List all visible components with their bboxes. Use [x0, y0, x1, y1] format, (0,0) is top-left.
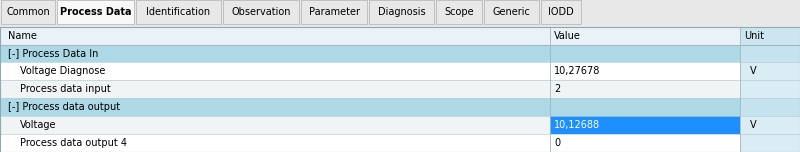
Text: 10,27678: 10,27678: [554, 66, 601, 76]
Bar: [740, 98, 800, 116]
Bar: [436, 0, 482, 24]
Bar: [301, 0, 367, 24]
Bar: [57, 0, 134, 24]
Bar: [0, 62, 550, 80]
Text: 2: 2: [554, 84, 561, 94]
Text: Scope: Scope: [444, 7, 474, 17]
Text: [-] Process data output: [-] Process data output: [8, 102, 120, 112]
Text: Voltage Diagnose: Voltage Diagnose: [20, 66, 106, 76]
Text: [-] Process Data In: [-] Process Data In: [8, 48, 98, 59]
Text: V: V: [750, 66, 756, 76]
Bar: [0, 27, 550, 45]
Bar: [740, 45, 800, 62]
Bar: [550, 134, 740, 152]
Bar: [484, 0, 539, 24]
Text: Identification: Identification: [146, 7, 210, 17]
Text: Observation: Observation: [231, 7, 290, 17]
Bar: [0, 80, 550, 98]
Text: Process data output 4: Process data output 4: [20, 138, 127, 148]
Text: Generic: Generic: [493, 7, 530, 17]
Bar: [550, 98, 740, 116]
Bar: [740, 116, 800, 134]
Text: Value: Value: [554, 31, 582, 41]
Bar: [1, 0, 55, 24]
Bar: [550, 116, 740, 134]
Text: Voltage: Voltage: [20, 120, 57, 130]
Text: Diagnosis: Diagnosis: [378, 7, 426, 17]
Bar: [0, 98, 550, 116]
Bar: [0, 45, 550, 62]
Text: Common: Common: [6, 7, 50, 17]
Text: IODD: IODD: [548, 7, 574, 17]
Text: Process Data: Process Data: [60, 7, 131, 17]
Text: Parameter: Parameter: [309, 7, 359, 17]
Bar: [0, 116, 550, 134]
Bar: [550, 27, 740, 45]
Bar: [740, 134, 800, 152]
Text: Name: Name: [8, 31, 37, 41]
Bar: [222, 0, 299, 24]
Bar: [550, 45, 740, 62]
Bar: [0, 27, 800, 152]
Bar: [136, 0, 221, 24]
Bar: [740, 27, 800, 45]
Text: Process data input: Process data input: [20, 84, 110, 94]
Bar: [740, 62, 800, 80]
Bar: [541, 0, 581, 24]
Bar: [550, 62, 740, 80]
Bar: [740, 80, 800, 98]
Text: 0: 0: [554, 138, 561, 148]
Bar: [0, 0, 800, 27]
Bar: [550, 80, 740, 98]
Text: V: V: [750, 120, 756, 130]
Text: 10,12688: 10,12688: [554, 120, 601, 130]
Bar: [0, 134, 550, 152]
Text: Unit: Unit: [744, 31, 764, 41]
Bar: [369, 0, 434, 24]
Bar: [0, 27, 800, 152]
